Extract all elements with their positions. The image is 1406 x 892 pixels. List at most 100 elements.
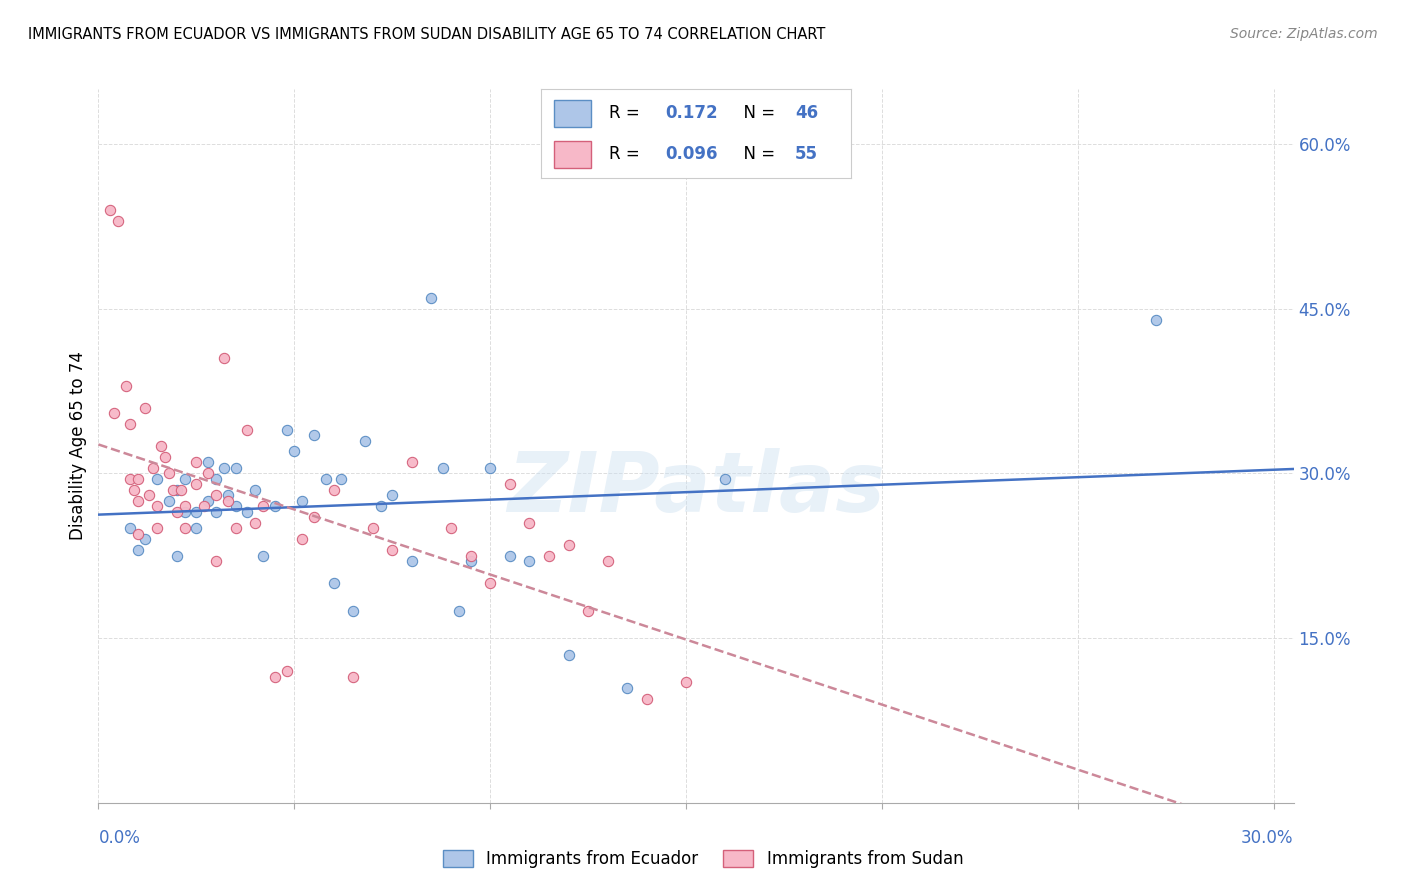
Point [217,488,239,502]
Point [153,450,176,464]
Point [596,554,619,568]
Point [118,521,141,535]
Point [519,554,541,568]
Point [291,494,314,508]
Point [146,500,169,514]
Point [103,406,125,420]
Point [252,500,274,514]
Point [499,477,522,491]
Point [354,434,377,448]
Point [205,554,228,568]
Point [322,483,344,497]
Point [186,477,208,491]
Point [162,483,184,497]
Point [197,494,219,508]
Point [236,423,259,437]
Text: N =: N = [733,145,780,163]
Point [557,538,579,552]
Point [186,521,208,535]
Point [537,549,560,563]
FancyBboxPatch shape [554,100,591,127]
Point [157,494,180,508]
Point [173,521,195,535]
Point [173,472,195,486]
Text: 0.0%: 0.0% [98,829,141,847]
FancyBboxPatch shape [554,141,591,168]
Point [107,214,129,228]
Point [381,488,404,502]
Point [263,669,285,683]
Point [205,505,228,519]
Point [291,533,314,547]
Point [150,439,173,453]
Text: 0.172: 0.172 [665,104,717,122]
Point [138,488,160,502]
Text: R =: R = [609,104,645,122]
Text: N =: N = [733,104,780,122]
Point [315,472,337,486]
Text: 0.096: 0.096 [665,145,717,163]
Point [447,604,470,618]
Point [519,516,541,530]
Point [98,202,121,217]
Point [173,500,195,514]
Point [401,455,423,469]
Text: R =: R = [609,145,645,163]
Point [166,483,188,497]
Point [186,505,208,519]
Point [217,494,239,508]
Point [342,604,364,618]
Point [302,510,325,524]
Text: IMMIGRANTS FROM ECUADOR VS IMMIGRANTS FROM SUDAN DISABILITY AGE 65 TO 74 CORRELA: IMMIGRANTS FROM ECUADOR VS IMMIGRANTS FR… [28,27,825,42]
Point [146,472,169,486]
Point [212,461,235,475]
Point [499,549,522,563]
Point [361,521,384,535]
Point [283,444,305,458]
Point [127,472,149,486]
Y-axis label: Disability Age 65 to 74: Disability Age 65 to 74 [69,351,87,541]
Point [675,675,697,690]
Point [576,604,599,618]
Point [197,467,219,481]
Point [276,664,298,678]
Point [276,423,298,437]
Point [460,554,482,568]
Point [115,378,138,392]
Point [236,505,259,519]
Point [212,351,235,366]
Point [134,533,156,547]
Point [460,549,482,563]
Point [479,576,502,591]
Point [118,417,141,431]
Point [420,291,443,305]
Point [479,461,502,475]
Point [252,549,274,563]
Point [197,455,219,469]
Point [302,428,325,442]
Text: 30.0%: 30.0% [1241,829,1294,847]
Point [127,526,149,541]
Point [127,494,149,508]
Point [243,516,266,530]
Text: 46: 46 [794,104,818,122]
Point [225,500,247,514]
Point [166,549,188,563]
Point [122,483,145,497]
Point [714,472,737,486]
Point [342,669,364,683]
Point [322,576,344,591]
Point [134,401,156,415]
Point [263,500,285,514]
Point [142,461,165,475]
Point [381,543,404,558]
Text: ZIPatlas: ZIPatlas [508,449,884,529]
Point [205,472,228,486]
Point [127,543,149,558]
Text: Source: ZipAtlas.com: Source: ZipAtlas.com [1230,27,1378,41]
Point [243,483,266,497]
Point [166,505,188,519]
Point [205,488,228,502]
Point [173,505,195,519]
Point [370,500,392,514]
